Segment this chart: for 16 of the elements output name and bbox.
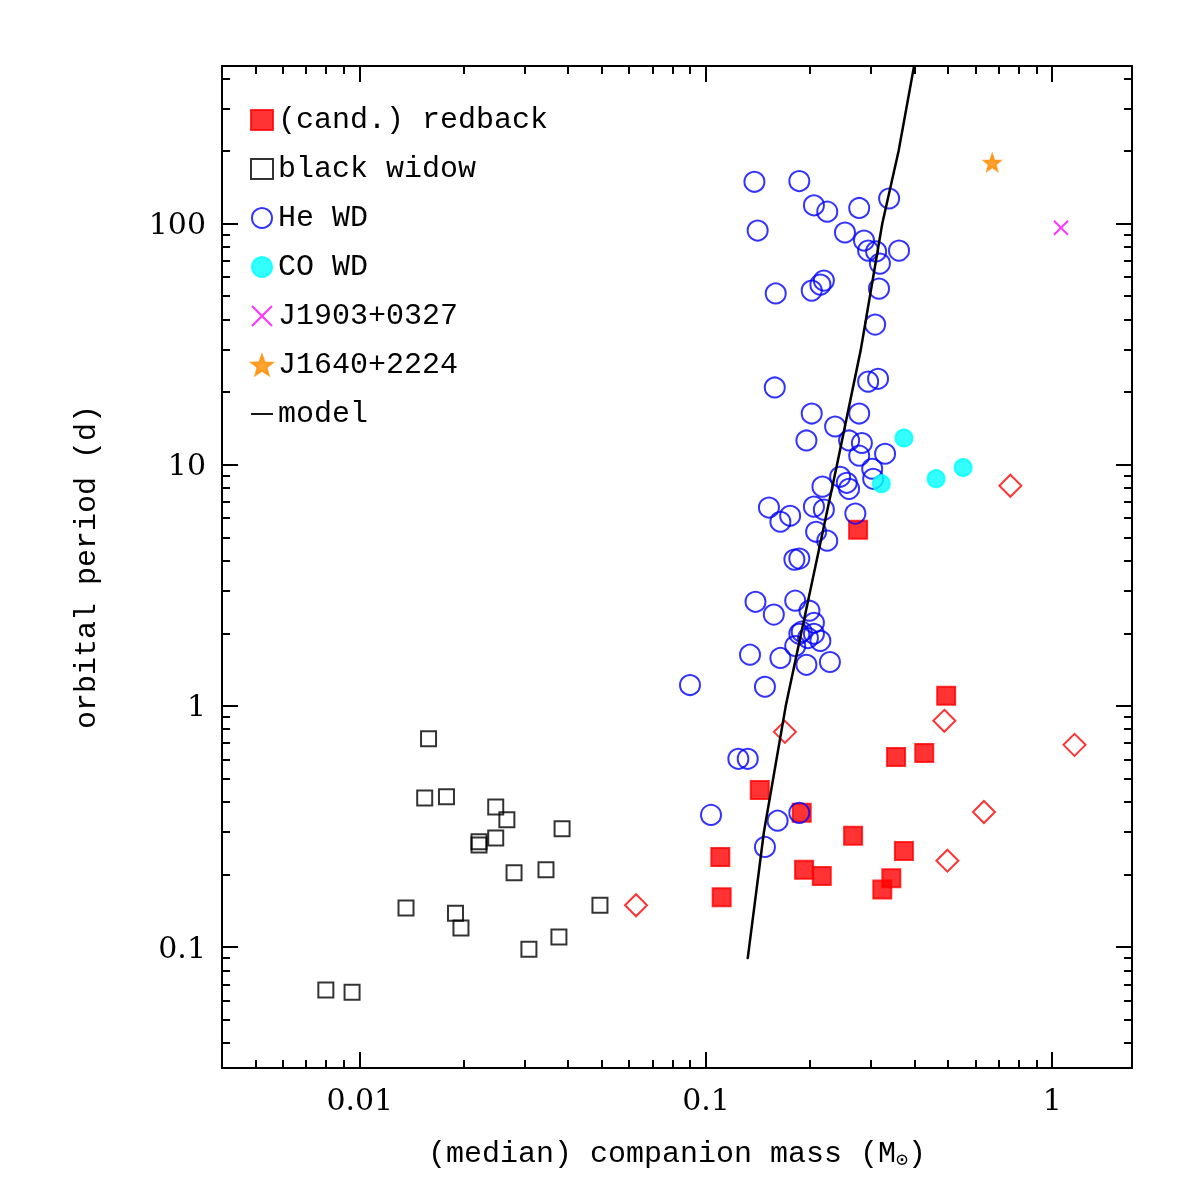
legend-label: J1903+0327	[278, 299, 459, 333]
y-tick-label: 0.1	[158, 929, 206, 965]
y-axis-title: orbital period (d)	[70, 404, 104, 730]
x-tick-label: 0.01	[326, 1081, 394, 1117]
legend-label: model	[278, 397, 369, 431]
x-tick-label: 0.1	[682, 1081, 730, 1117]
legend-label: (cand.) redback	[278, 103, 549, 137]
x-axis-title: (median) companion mass (M⊙)	[427, 1137, 927, 1172]
legend-label: J1640+2224	[278, 348, 459, 382]
y-tick-label: 10	[167, 447, 206, 483]
y-tick-label: 1	[186, 688, 206, 724]
x-tick-label: 1	[1042, 1081, 1062, 1117]
legend-label: CO WD	[278, 250, 369, 284]
y-tick-label: 100	[148, 206, 206, 242]
legend-label: black widow	[278, 152, 477, 186]
legend-label: He WD	[278, 201, 369, 235]
